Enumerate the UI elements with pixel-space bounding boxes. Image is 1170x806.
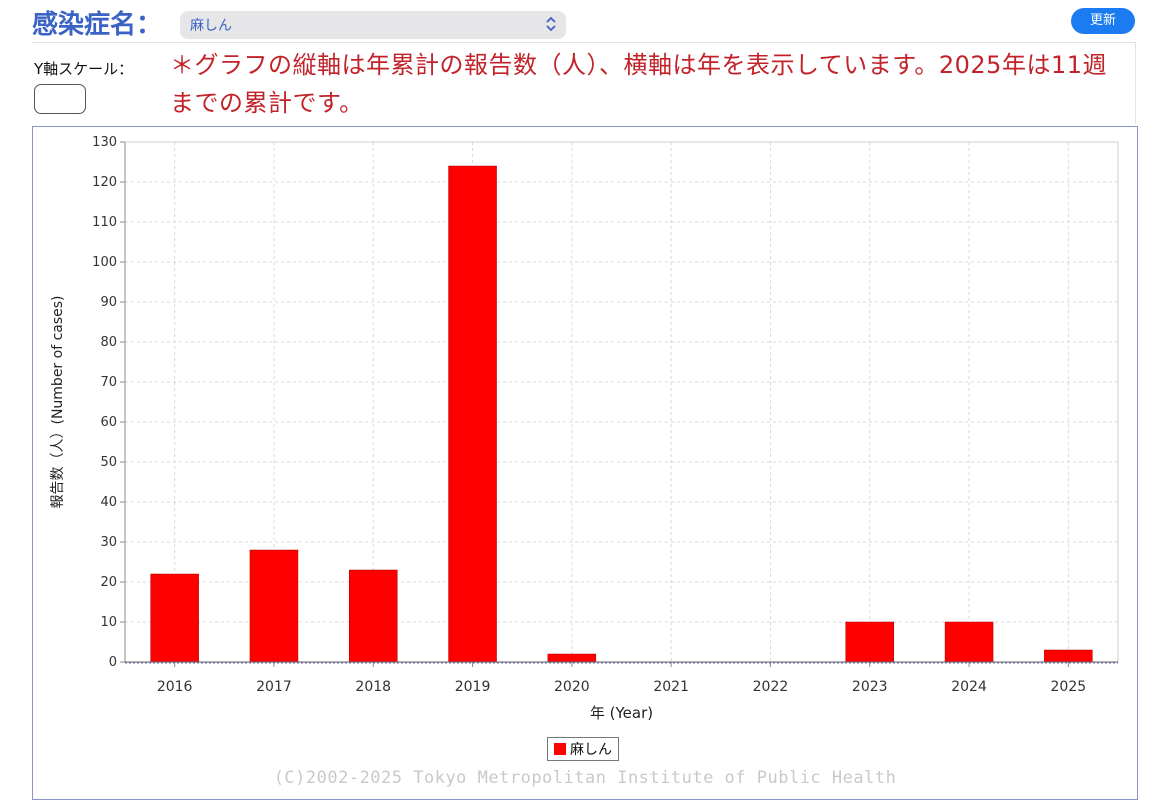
y-tick-label: 70 — [100, 375, 117, 390]
y-tick-label: 0 — [109, 655, 117, 670]
chart-frame — [32, 126, 1138, 800]
y-tick-label: 120 — [92, 175, 117, 190]
bar-chart: 0 10 20 30 40 50 60 70 80 90 100 110 120 130 2016 2017 2… — [50, 135, 1119, 722]
legend-label: 麻しん — [570, 742, 612, 758]
y-tick-label: 40 — [100, 495, 117, 510]
bar-2018 — [349, 569, 398, 663]
options-panel — [32, 42, 1136, 124]
copyright-text: (C)2002-2025 Tokyo Metropolitan Institut… — [273, 768, 897, 788]
bar-2024 — [944, 621, 994, 663]
chart-legend: 麻しん — [547, 737, 619, 761]
y-tick-label: 100 — [92, 255, 117, 270]
chart-note: ＊グラフの縦軸は年累計の報告数（人）、横軸は年を表示しています。2025年は11… — [170, 51, 1107, 117]
y-tick-label: 10 — [100, 615, 117, 630]
bar-2020 — [547, 653, 597, 663]
y-tick-label: 130 — [92, 135, 117, 150]
x-tick-label: 2025 — [1051, 679, 1087, 695]
bar-2025 — [1044, 649, 1093, 663]
x-tick-label: 2024 — [951, 679, 987, 695]
chevron-updown-icon — [546, 16, 556, 32]
bar-2016 — [150, 573, 199, 663]
legend-swatch — [554, 743, 566, 755]
update-button[interactable]: 更新 — [1071, 8, 1135, 34]
yscale-label: Y軸スケール： — [34, 60, 134, 78]
x-tick-label: 2023 — [852, 679, 888, 695]
y-axis-label: 報告数（人）(Number of cases) — [50, 295, 66, 508]
x-tick-label: 2021 — [653, 679, 689, 695]
y-tick-label: 110 — [92, 215, 117, 230]
x-tick-label: 2018 — [355, 679, 391, 695]
x-tick-label: 2019 — [455, 679, 491, 695]
disease-name-label: 感染症名： — [32, 10, 163, 40]
disease-select[interactable]: 麻しん — [180, 11, 566, 39]
y-tick-label: 90 — [100, 295, 117, 310]
yscale-input[interactable] — [34, 84, 86, 114]
y-tick-label: 20 — [100, 575, 117, 590]
x-axis-label: 年 (Year) — [590, 704, 653, 722]
bars — [150, 165, 1093, 663]
y-tick-label: 60 — [100, 415, 117, 430]
bar-2017 — [249, 549, 299, 663]
grid-lines — [125, 141, 1118, 663]
bar-2019 — [448, 165, 497, 663]
x-tick-label: 2016 — [157, 679, 193, 695]
x-tick-label: 2020 — [554, 679, 590, 695]
disease-select-value: 麻しん — [190, 18, 232, 34]
axes: 0 10 20 30 40 50 60 70 80 90 100 110 120 130 2016 2017 2… — [92, 135, 1119, 695]
y-tick-label: 30 — [100, 535, 117, 550]
y-tick-label: 50 — [100, 455, 117, 470]
x-tick-label: 2017 — [256, 679, 292, 695]
x-tick-label: 2022 — [753, 679, 789, 695]
y-tick-label: 80 — [100, 335, 117, 350]
bar-2023 — [845, 621, 894, 663]
